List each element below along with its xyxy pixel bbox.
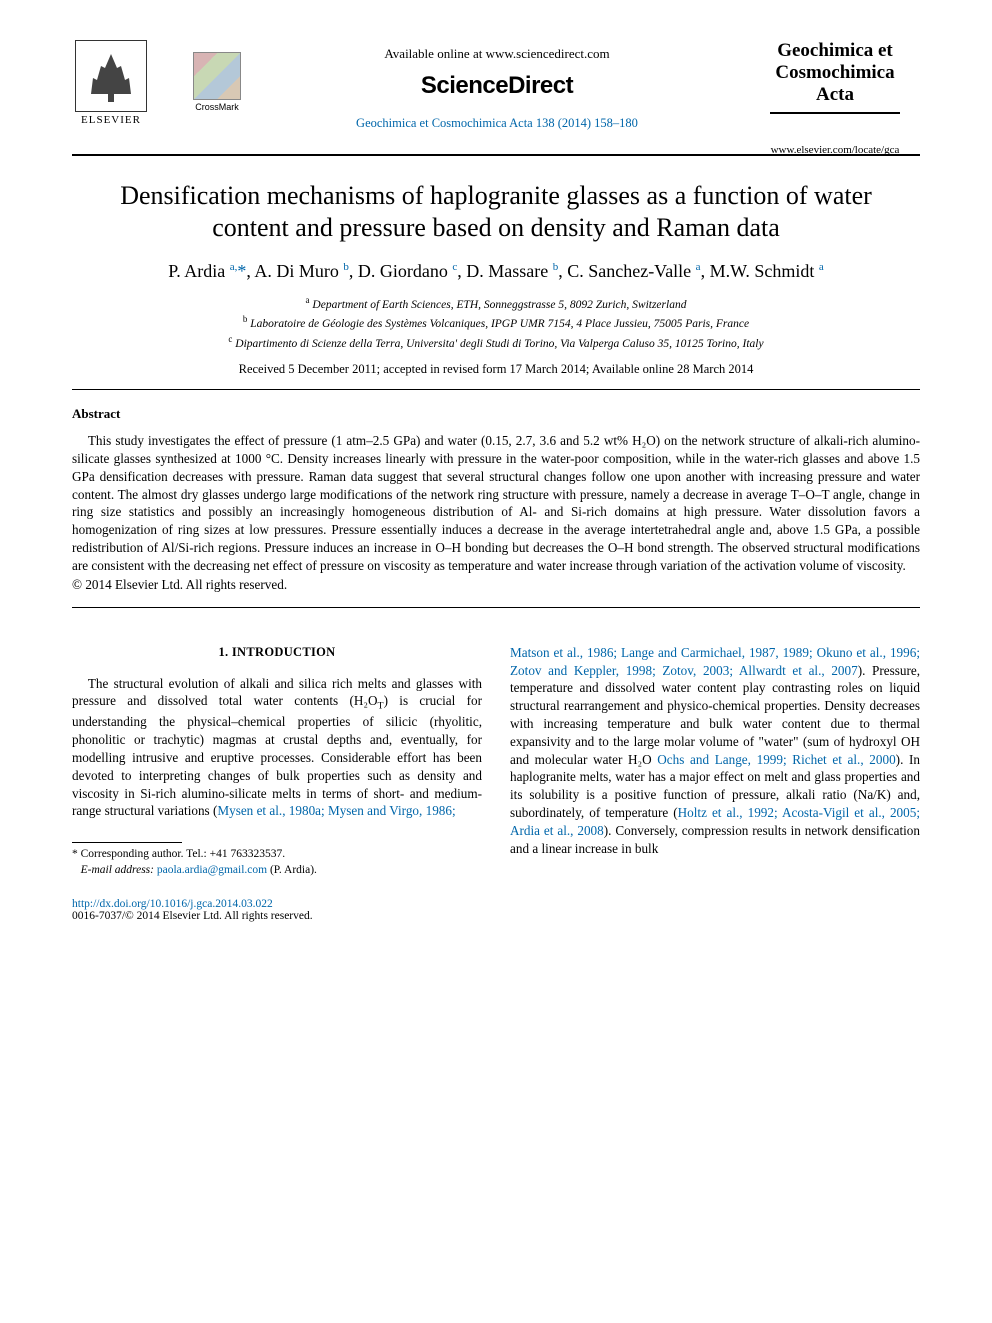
journal-locate-url: www.elsevier.com/locate/gca <box>750 144 920 156</box>
center-header: Available online at www.sciencedirect.co… <box>244 40 750 131</box>
abstract-copyright: © 2014 Elsevier Ltd. All rights reserved… <box>72 577 920 593</box>
page-header: ELSEVIER CrossMark Available online at w… <box>72 40 920 156</box>
corr-email-link[interactable]: paola.ardia@gmail.com <box>157 864 267 876</box>
journal-title-line3: Acta <box>816 84 854 105</box>
journal-title-line1: Geochimica et <box>777 40 893 61</box>
affiliation-a: Department of Earth Sciences, ETH, Sonne… <box>312 299 686 311</box>
body-columns: 1. INTRODUCTION The structural evolution… <box>72 644 920 879</box>
elsevier-tree-icon <box>75 40 147 112</box>
doi-link[interactable]: http://dx.doi.org/10.1016/j.gca.2014.03.… <box>72 898 273 910</box>
doi-block: http://dx.doi.org/10.1016/j.gca.2014.03.… <box>72 898 920 922</box>
journal-title-line2: Cosmochimica <box>775 62 894 83</box>
left-column: 1. INTRODUCTION The structural evolution… <box>72 644 482 879</box>
sciencedirect-logo: ScienceDirect <box>244 72 750 100</box>
email-suffix: (P. Ardia). <box>267 864 317 876</box>
article-title: Densification mechanisms of haplogranite… <box>112 180 880 245</box>
right-column: Matson et al., 1986; Lange and Carmichae… <box>510 644 920 879</box>
crossmark-label: CrossMark <box>190 102 244 112</box>
intro-paragraph-right: Matson et al., 1986; Lange and Carmichae… <box>510 644 920 858</box>
journal-reference[interactable]: Geochimica et Cosmochimica Acta 138 (201… <box>244 116 750 131</box>
abstract-heading: Abstract <box>72 406 920 422</box>
available-online-text: Available online at www.sciencedirect.co… <box>244 46 750 62</box>
intro-paragraph-left: The structural evolution of alkali and s… <box>72 675 482 821</box>
elsevier-logo: ELSEVIER <box>72 40 150 126</box>
affiliation-b: Laboratoire de Géologie des Systèmes Vol… <box>250 318 749 330</box>
crossmark-icon <box>193 52 241 100</box>
elsevier-label: ELSEVIER <box>72 114 150 126</box>
journal-ref-link[interactable]: Geochimica et Cosmochimica Acta 138 (201… <box>356 116 638 130</box>
article-dates: Received 5 December 2011; accepted in re… <box>72 362 920 377</box>
abstract-body: This study investigates the effect of pr… <box>72 432 920 575</box>
journal-cover-logo: Geochimica et Cosmochimica Acta www.else… <box>750 40 920 156</box>
corresponding-author-footnote: * Corresponding author. Tel.: +41 763323… <box>72 847 482 878</box>
issn-copyright-line: 0016-7037/© 2014 Elsevier Ltd. All right… <box>72 910 313 922</box>
author-list: P. Ardia a,*, A. Di Muro b, D. Giordano … <box>72 259 920 284</box>
ref-link-2[interactable]: Ochs and Lange, 1999; Richet et al., 200… <box>657 752 895 767</box>
email-label: E-mail address: <box>81 864 154 876</box>
crossmark-badge[interactable]: CrossMark <box>190 52 244 112</box>
ref-link-1[interactable]: Mysen et al., 1980a; Mysen and Virgo, 19… <box>217 803 455 818</box>
corr-author-line: * Corresponding author. Tel.: +41 763323… <box>72 847 482 863</box>
affiliation-c: Dipartimento di Scienze della Terra, Uni… <box>235 338 763 350</box>
affiliations: a Department of Earth Sciences, ETH, Son… <box>72 294 920 353</box>
section-heading: 1. INTRODUCTION <box>72 644 482 661</box>
